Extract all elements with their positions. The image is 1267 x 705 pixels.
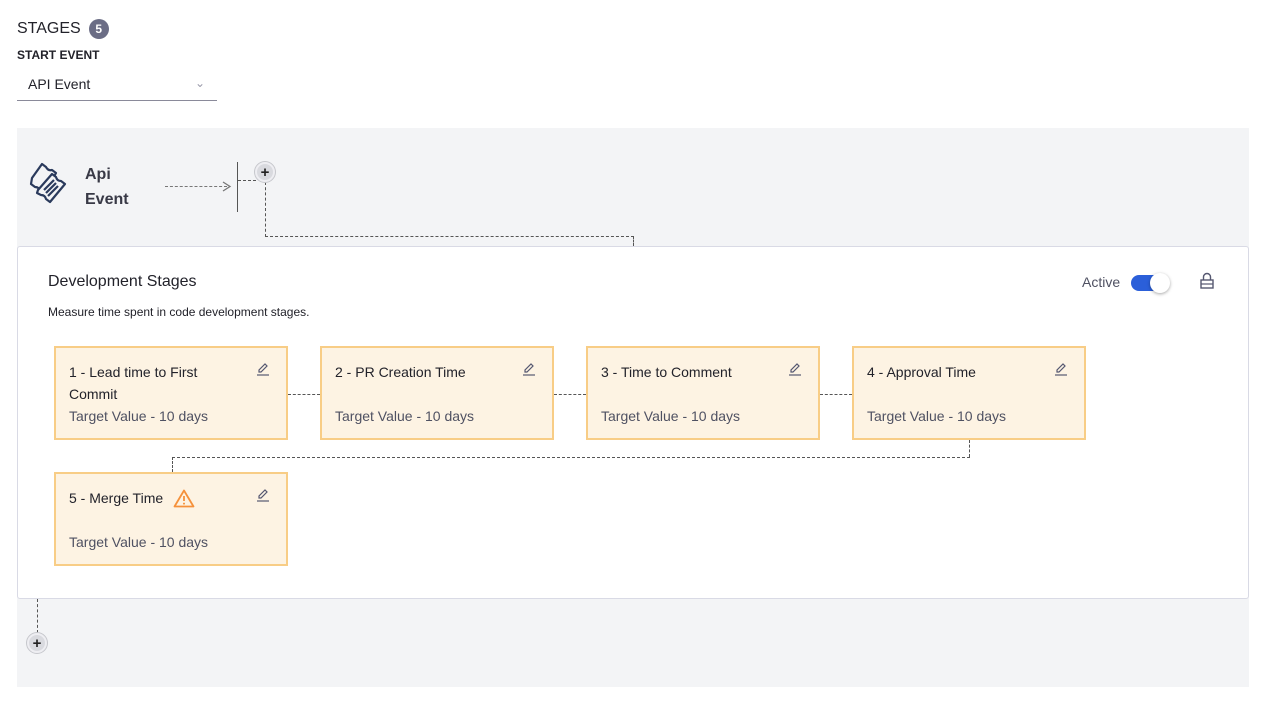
stage-name: 1 - Lead time to First Commit xyxy=(69,364,198,402)
stage-name: 4 - Approval Time xyxy=(867,364,976,380)
stages-count-badge: 5 xyxy=(88,19,109,39)
stage-target: Target Value - 10 days xyxy=(335,408,475,424)
edit-icon[interactable] xyxy=(256,488,270,502)
ticket-icon xyxy=(29,162,67,204)
stage-card[interactable]: 2 - PR Creation Time Target Value - 10 d… xyxy=(320,346,554,440)
chevron-down-icon: ⌄ xyxy=(194,76,205,90)
edit-icon[interactable] xyxy=(788,362,802,376)
stages-title: STAGES xyxy=(17,20,81,37)
stage-name: 5 - Merge Time xyxy=(69,490,164,506)
warning-icon xyxy=(173,489,195,507)
stages-heading: STAGES 5 xyxy=(17,19,109,39)
edit-icon[interactable] xyxy=(1054,362,1068,376)
api-event-label: Api Event xyxy=(85,166,129,208)
active-toggle[interactable] xyxy=(1131,273,1170,293)
edit-icon[interactable] xyxy=(256,362,270,376)
stage-name: 3 - Time to Comment xyxy=(601,364,732,380)
panel-title: Development Stages xyxy=(48,273,197,290)
start-event-select[interactable]: API Event ⌄ xyxy=(17,70,217,101)
start-event-label: START EVENT xyxy=(17,48,100,62)
stage-target: Target Value - 10 days xyxy=(69,534,209,550)
stage-card[interactable]: 5 - Merge Time Target Value - 10 days xyxy=(54,472,288,566)
active-label: Active xyxy=(1082,274,1121,290)
stage-target: Target Value - 10 days xyxy=(867,408,1007,424)
add-stage-group-button[interactable]: + xyxy=(27,633,47,653)
start-event-value: API Event xyxy=(28,76,91,92)
stage-target: Target Value - 10 days xyxy=(69,408,209,424)
stage-card[interactable]: 4 - Approval Time Target Value - 10 days xyxy=(852,346,1086,440)
panel-description: Measure time spent in code development s… xyxy=(48,305,310,319)
lock-icon[interactable] xyxy=(1199,272,1215,289)
edit-icon[interactable] xyxy=(522,362,536,376)
stage-card[interactable]: 3 - Time to Comment Target Value - 10 da… xyxy=(586,346,820,440)
stage-card[interactable]: 1 - Lead time to First Commit Target Val… xyxy=(54,346,288,440)
stage-target: Target Value - 10 days xyxy=(601,408,741,424)
arrow-right-icon xyxy=(222,181,232,192)
add-stage-button[interactable]: + xyxy=(255,162,275,182)
stage-name: 2 - PR Creation Time xyxy=(335,364,466,380)
